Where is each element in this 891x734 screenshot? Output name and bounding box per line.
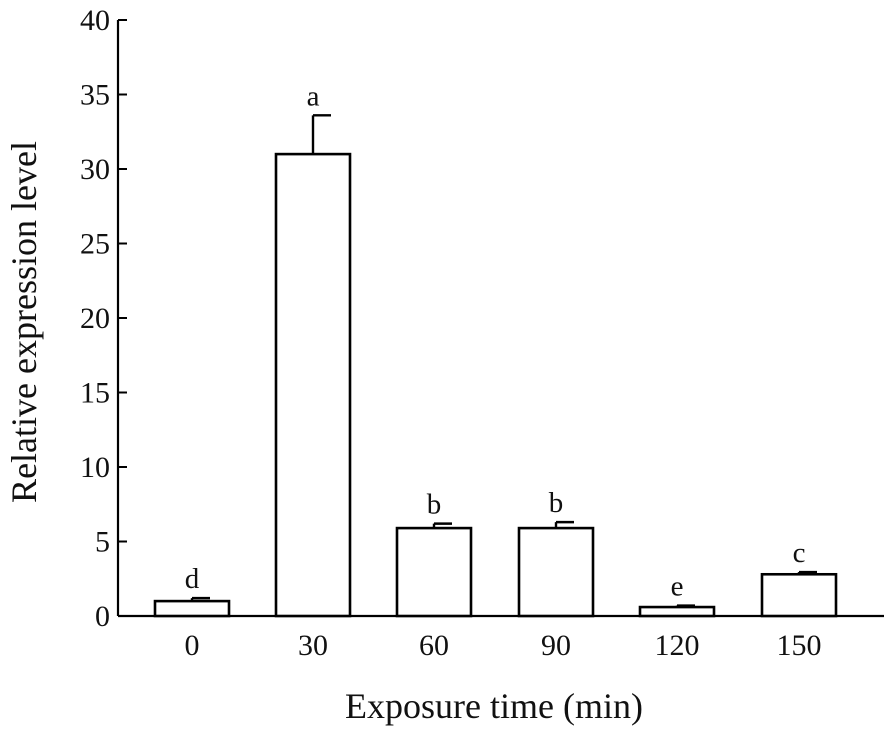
significance-letter: d — [185, 563, 200, 595]
y-tick-label: 25 — [80, 228, 110, 261]
significance-letter: a — [307, 80, 320, 112]
bar-60 — [395, 526, 473, 618]
y-tick-label: 20 — [80, 302, 110, 335]
significance-letter: e — [671, 571, 684, 603]
x-tick-label: 120 — [655, 629, 700, 662]
y-tick-label: 40 — [80, 4, 110, 37]
error-bar — [797, 570, 817, 575]
bar-0 — [153, 599, 231, 618]
x-tick-label: 60 — [419, 629, 449, 662]
x-tick-label: 0 — [185, 629, 200, 662]
bar-150 — [760, 572, 838, 618]
y-tick-label: 0 — [95, 600, 110, 633]
x-tick-label: 30 — [298, 629, 328, 662]
x-axis-title: Exposure time (min) — [345, 686, 643, 726]
x-tick-label: 90 — [541, 629, 571, 662]
significance-letter: c — [793, 537, 806, 569]
error-bar — [311, 114, 331, 155]
y-axis: 0 5 10 15 20 25 30 35 40 — [80, 4, 127, 633]
significance-letter: b — [549, 487, 564, 519]
x-tick-label: 150 — [777, 629, 822, 662]
significance-letter: b — [427, 489, 442, 521]
y-tick-label: 10 — [80, 451, 110, 484]
error-bar — [554, 520, 574, 529]
error-bar — [432, 522, 452, 529]
y-tick-label: 5 — [95, 526, 110, 559]
y-axis-title: Relative expression level — [4, 141, 44, 503]
x-axis: 0 30 60 90 120 150 — [118, 607, 884, 662]
y-tick-label: 15 — [80, 377, 110, 410]
bars-group: d a b b e c — [153, 80, 838, 618]
y-tick-label: 35 — [80, 79, 110, 112]
bar-30 — [274, 152, 352, 618]
y-tick-label: 30 — [80, 153, 110, 186]
error-bar — [190, 596, 210, 602]
error-bar — [675, 604, 695, 608]
bar-120 — [638, 605, 716, 618]
bar-90 — [517, 526, 595, 618]
